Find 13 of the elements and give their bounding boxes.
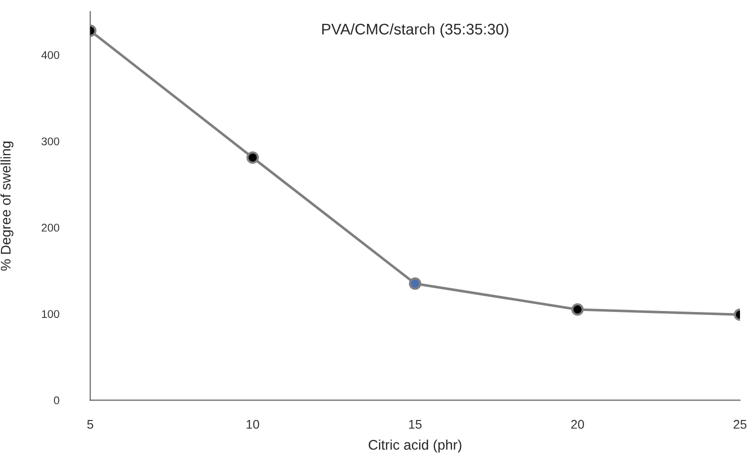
y-tick-label: 0 xyxy=(54,396,60,404)
x-tick-label: 10 xyxy=(246,420,260,429)
y-tick-label: 400 xyxy=(41,51,60,59)
y-axis-title: % Degree of swelling xyxy=(0,142,14,271)
x-axis-title: Citric acid (phr) xyxy=(368,440,462,453)
x-tick-label: 20 xyxy=(571,420,584,429)
y-tick-label: 100 xyxy=(42,310,60,318)
text: PVA/CMC/starch (35:35:30) xyxy=(322,23,508,38)
x-tick-label: 25 xyxy=(734,420,746,429)
x-tick-label: 5 xyxy=(87,420,94,429)
x-tick-label: 15 xyxy=(409,420,422,429)
y-tick-label: 300 xyxy=(42,137,60,146)
y-tick-label: 200 xyxy=(42,224,60,232)
